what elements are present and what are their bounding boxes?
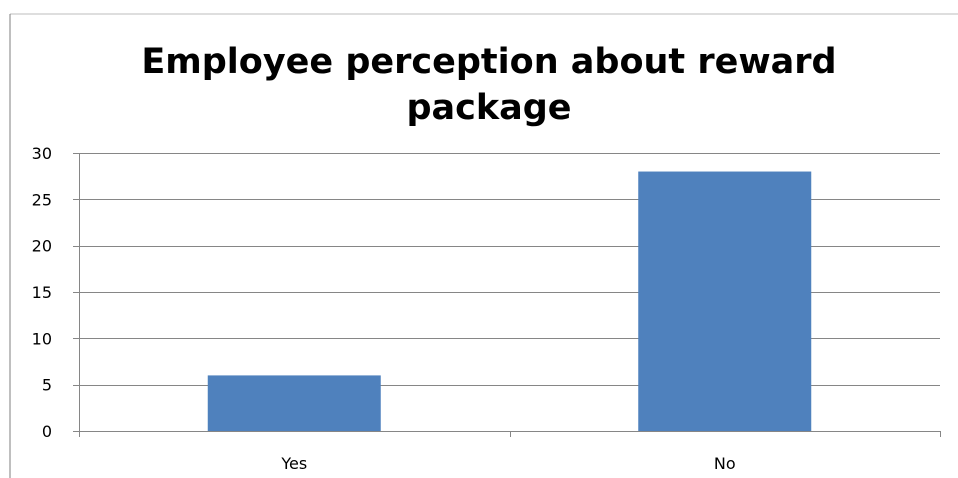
y-tick-label-0: 0	[42, 422, 52, 441]
chart-title-line-2: package	[406, 88, 571, 128]
x-category-label-yes: Yes	[280, 454, 307, 473]
y-tick-label-25: 25	[32, 190, 52, 209]
y-tick-label-20: 20	[32, 237, 52, 256]
bars	[207, 171, 812, 432]
axes	[73, 153, 941, 437]
bar-yes	[207, 375, 381, 431]
x-category-label-no: No	[714, 454, 736, 473]
y-tick-label-5: 5	[42, 376, 52, 395]
bar-no	[638, 171, 812, 432]
y-tick-label-30: 30	[32, 144, 52, 163]
y-tick-label-10: 10	[32, 329, 52, 348]
chart-title-line-1: Employee perception about reward	[141, 42, 836, 82]
x-category-labels: Yes No	[280, 454, 735, 473]
y-tick-labels: 0 5 10 15 20 25 30	[32, 144, 52, 441]
y-tick-label-15: 15	[32, 283, 52, 302]
